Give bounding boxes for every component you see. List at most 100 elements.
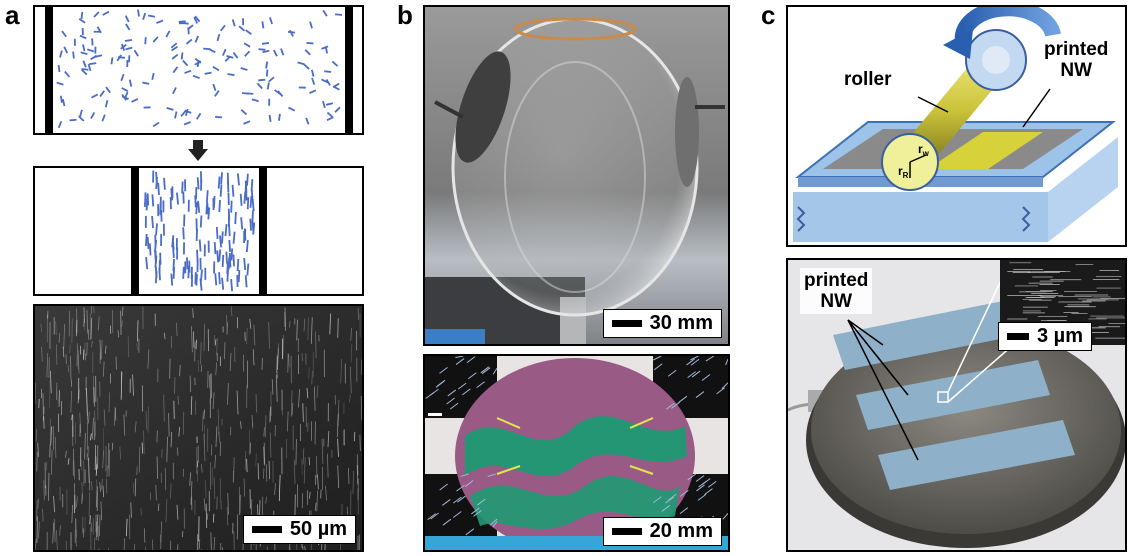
nanowire xyxy=(146,236,150,250)
nanowire xyxy=(324,70,332,73)
nanowire xyxy=(156,19,164,24)
nanowire xyxy=(221,231,224,244)
nanowire xyxy=(87,63,92,72)
nanowire xyxy=(82,60,87,68)
nanowire xyxy=(220,24,226,32)
nanowire xyxy=(322,100,326,109)
nanowire xyxy=(184,108,189,117)
nanowire xyxy=(79,34,87,40)
nanowire xyxy=(86,48,95,53)
nanowire xyxy=(216,250,220,263)
nanowire xyxy=(268,114,272,122)
bubble-photo: 30 mm xyxy=(423,5,730,346)
nanowire xyxy=(125,46,133,51)
down-arrow-icon xyxy=(188,140,208,161)
left-barrier xyxy=(45,7,53,133)
nanowire xyxy=(145,257,149,270)
left-electrode xyxy=(455,51,511,163)
nanowire xyxy=(89,62,97,66)
nanowire xyxy=(147,14,156,18)
nanowire xyxy=(221,254,225,267)
nanowire xyxy=(110,57,114,65)
nanowire xyxy=(251,220,255,233)
nanowire xyxy=(178,20,186,23)
nanowire xyxy=(185,257,189,270)
scalebar-b-top-label: 30 mm xyxy=(649,312,713,334)
nanowire xyxy=(124,15,130,23)
nanowire xyxy=(154,240,158,253)
panel-b-letter: b xyxy=(397,0,413,30)
nanowire xyxy=(250,189,254,202)
nanowire xyxy=(72,51,75,59)
nanowire xyxy=(120,43,126,51)
nanowire xyxy=(148,243,152,256)
nanowire xyxy=(221,277,225,290)
printed-nw-label-photo: printed NW xyxy=(800,268,873,314)
nanowire xyxy=(93,11,100,18)
nanowire xyxy=(102,10,110,16)
nanowire xyxy=(56,81,64,86)
nanowire xyxy=(59,95,63,103)
printed-strip-3 xyxy=(878,420,1075,490)
nanowire xyxy=(258,48,266,51)
nanowire xyxy=(251,210,254,223)
nanowire xyxy=(197,200,201,213)
nanowire xyxy=(224,224,228,237)
nanowire xyxy=(121,87,129,93)
nanowire xyxy=(217,176,221,189)
nanowire xyxy=(206,202,209,215)
nanowire xyxy=(230,278,233,292)
nanowire xyxy=(195,273,198,286)
nanowire xyxy=(96,26,102,34)
nanowire xyxy=(232,254,235,267)
rotation-arrow-icon xyxy=(954,7,1061,44)
nanowire xyxy=(243,228,247,242)
nanowire xyxy=(243,120,251,125)
nanowire xyxy=(206,190,209,203)
nanowire xyxy=(171,235,175,248)
nanowire xyxy=(218,199,221,213)
nanowire xyxy=(183,121,191,126)
printed-nw-region xyxy=(928,132,1043,169)
scalebar-a: 50 µm xyxy=(242,515,356,544)
nanowire xyxy=(321,45,329,50)
nanowire xyxy=(145,198,149,211)
nanowire xyxy=(215,226,219,239)
nanowire xyxy=(59,50,63,58)
nanowire xyxy=(265,69,269,77)
nanowire xyxy=(246,263,250,276)
nanowire xyxy=(95,54,103,58)
nanowire xyxy=(192,74,200,80)
nanowire xyxy=(218,272,221,285)
nanowire xyxy=(266,82,270,90)
nanowire xyxy=(81,68,89,71)
nanowire xyxy=(79,109,83,117)
nanowire xyxy=(332,85,340,91)
nanowire xyxy=(228,239,231,252)
nanowire xyxy=(246,197,250,210)
nanowire xyxy=(268,76,275,83)
nanowire xyxy=(256,82,263,90)
roller-label: roller xyxy=(844,69,892,90)
nanowire xyxy=(234,212,237,225)
nanowire xyxy=(163,177,166,190)
nanowire xyxy=(222,48,227,56)
nanowire xyxy=(239,193,243,206)
wafer-illustration xyxy=(788,260,1125,550)
nanowire xyxy=(322,9,328,17)
nanowire xyxy=(198,239,202,252)
nanowire xyxy=(231,19,236,27)
right-barrier xyxy=(345,7,353,133)
nanowire xyxy=(240,67,248,71)
scalebar-b-bottom-bar xyxy=(611,528,642,535)
printed-strip-2 xyxy=(856,360,1050,430)
roller-illustration: rw rR xyxy=(793,7,1118,242)
nanowire xyxy=(152,121,160,128)
r-r-label: rR xyxy=(898,164,909,180)
r-w-label: rw xyxy=(918,142,930,158)
nanowire xyxy=(237,173,240,186)
nanowire xyxy=(151,216,154,229)
nanowire xyxy=(121,93,127,101)
nanowire xyxy=(171,45,178,52)
scalebar-b-top-bar xyxy=(611,320,642,327)
